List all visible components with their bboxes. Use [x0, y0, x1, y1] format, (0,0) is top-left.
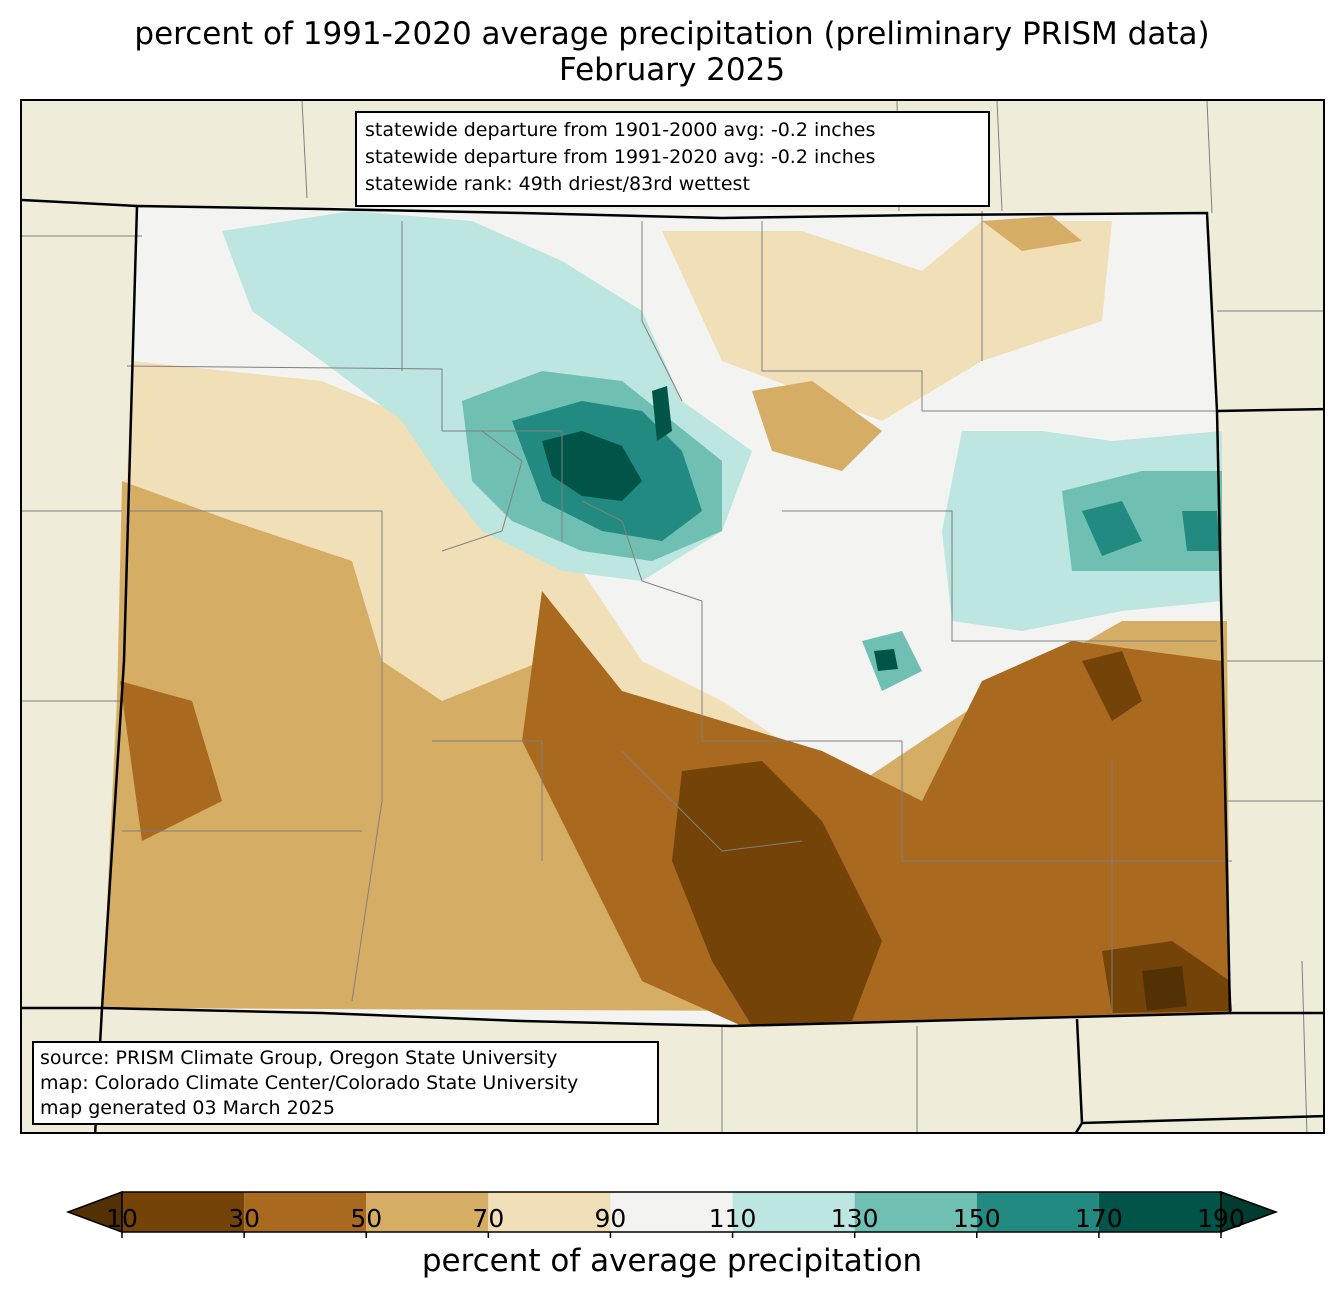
colorbar-bin-170-190: [1098, 1192, 1221, 1232]
colorbar: [65, 1190, 1279, 1238]
map-area: [20, 99, 1325, 1134]
credit-map: map: Colorado Climate Center/Colorado St…: [40, 1072, 579, 1094]
colorbar-outline: [121, 1191, 1222, 1233]
source-credits-box: source: PRISM Climate Group, Oregon Stat…: [32, 1041, 659, 1125]
credit-generated: map generated 03 March 2025: [40, 1097, 335, 1119]
zone-central-teal-peak: [652, 386, 672, 441]
zone-eastcentral-teal-dark: [874, 649, 898, 671]
map-title: percent of 1991-2020 average precipitati…: [134, 16, 1210, 52]
colorbar-bin-10-30: [122, 1192, 245, 1232]
precipitation-map: [22, 101, 1323, 1132]
zone-driest: [1142, 966, 1187, 1011]
county-lines: [122, 211, 1232, 1013]
colorbar-bin-90-110: [610, 1192, 733, 1232]
colorbar-title: percent of average precipitation: [421, 1243, 923, 1279]
colorbar-bin-70-90: [488, 1192, 611, 1232]
colorbar-tick-label: 50: [350, 1204, 383, 1233]
colorbar-bin-30-50: [244, 1192, 367, 1232]
zone-southwest-brown: [120, 681, 222, 841]
credit-source: source: PRISM Climate Group, Oregon Stat…: [40, 1047, 558, 1069]
colorbar-tick-label: 150: [952, 1204, 1001, 1233]
zone-central-teal-deepest: [542, 431, 642, 501]
colorbar-tick-label: 170: [1075, 1204, 1123, 1233]
map-subtitle: February 2025: [558, 52, 786, 88]
statewide-stats-box: statewide departure from 1901-2000 avg: …: [355, 111, 990, 207]
colorbar-bin-130-150: [854, 1192, 977, 1232]
zone-east-teal-dark: [1082, 501, 1142, 556]
zone-southeast-dark: [1082, 651, 1142, 721]
colorbar-tick-label: 130: [830, 1204, 879, 1233]
colorbar-bin-150-170: [976, 1192, 1099, 1232]
colorbar-tick-label: 30: [228, 1204, 261, 1233]
stats-rank: statewide rank: 49th driest/83rd wettest: [365, 173, 750, 195]
zone-northeast-tan-3: [752, 381, 882, 471]
colorado-shading: [102, 206, 1234, 1026]
stats-departure-1901: statewide departure from 1901-2000 avg: …: [365, 119, 876, 141]
zone-northeast-tan-2: [982, 216, 1082, 251]
stats-departure-1991: statewide departure from 1991-2020 avg: …: [365, 146, 876, 168]
colorbar-tick-label: 70: [472, 1204, 505, 1233]
zone-south-dark: [672, 761, 882, 1026]
colorbar-bin-110-130: [732, 1192, 855, 1232]
colorbar-bin-50-70: [366, 1192, 489, 1232]
colorbar-tick-label: 110: [708, 1204, 757, 1233]
colorbar-tick-label: 90: [594, 1204, 627, 1233]
zone-east-teal-dark-2: [1182, 511, 1220, 551]
colorbar-tick-label: 10: [106, 1204, 138, 1233]
colorbar-tick-label: 190: [1197, 1204, 1245, 1233]
